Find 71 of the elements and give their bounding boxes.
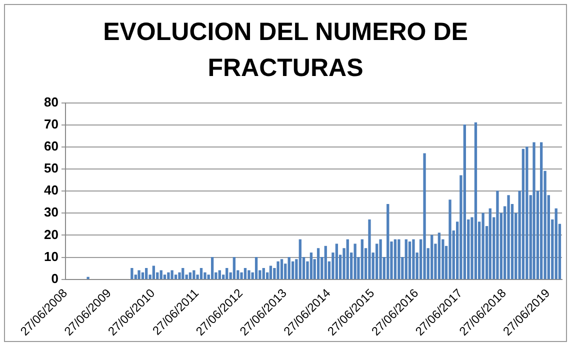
bar: [522, 148, 525, 280]
bar: [182, 268, 184, 280]
bar: [248, 270, 250, 280]
bar: [375, 244, 378, 280]
bar: [291, 261, 294, 280]
bar: [254, 256, 258, 280]
bar: [379, 239, 382, 280]
bar: [152, 266, 155, 280]
bar: [507, 195, 510, 280]
bar: [368, 219, 371, 280]
bar: [398, 239, 400, 280]
bar: [540, 142, 543, 280]
y-tick-label: 20: [44, 226, 58, 242]
bar: [335, 244, 338, 280]
y-tick-label: 80: [44, 94, 58, 110]
chart-title: EVOLUCION DEL NUMERO DE FRACTURAS: [102, 17, 469, 84]
bar: [262, 268, 265, 280]
bar: [86, 276, 90, 280]
bar: [488, 208, 492, 280]
bar: [316, 248, 320, 280]
bar: [240, 272, 243, 280]
bar: [360, 239, 364, 280]
bar: [554, 208, 558, 280]
bar: [167, 272, 170, 280]
bar: [310, 252, 313, 280]
bar: [298, 239, 302, 280]
bar: [204, 272, 206, 280]
bar: [482, 212, 484, 280]
bar: [324, 246, 327, 280]
bar: [423, 153, 426, 280]
y-tick-label: 50: [44, 160, 58, 176]
bar: [188, 272, 192, 280]
y-tick-label: 0: [51, 270, 58, 286]
bar: [412, 239, 415, 280]
bar: [170, 270, 174, 280]
y-tick-label: 60: [44, 138, 58, 154]
bar: [160, 270, 162, 280]
bar: [130, 268, 134, 280]
bar: [394, 239, 397, 280]
bar: [532, 142, 536, 280]
bar: [192, 270, 196, 280]
bar: [226, 268, 228, 280]
bar: [244, 268, 247, 280]
bar: [404, 239, 408, 280]
bar: [218, 270, 221, 280]
bar: [430, 234, 434, 280]
bar: [200, 268, 203, 280]
bar: [346, 239, 349, 280]
bar: [269, 266, 272, 280]
bar: [354, 244, 356, 280]
bar: [138, 270, 140, 280]
bar: [280, 259, 284, 280]
y-tick-label: 70: [44, 116, 58, 132]
bar: [276, 261, 280, 280]
bar: [210, 256, 214, 280]
bar: [141, 272, 144, 280]
y-tick-label: 30: [44, 204, 58, 220]
bar: [496, 190, 499, 280]
bar: [386, 204, 390, 280]
bar: [474, 122, 478, 280]
bar: [438, 232, 441, 280]
y-tick-label: 10: [44, 248, 58, 264]
bar: [232, 256, 236, 280]
bar: [145, 268, 148, 280]
bar: [463, 124, 466, 280]
bar: [178, 272, 181, 280]
y-tick-label: 40: [44, 182, 58, 198]
bar: [448, 200, 452, 280]
bar: [288, 256, 290, 280]
bar: [526, 146, 528, 280]
bar: [408, 242, 412, 280]
